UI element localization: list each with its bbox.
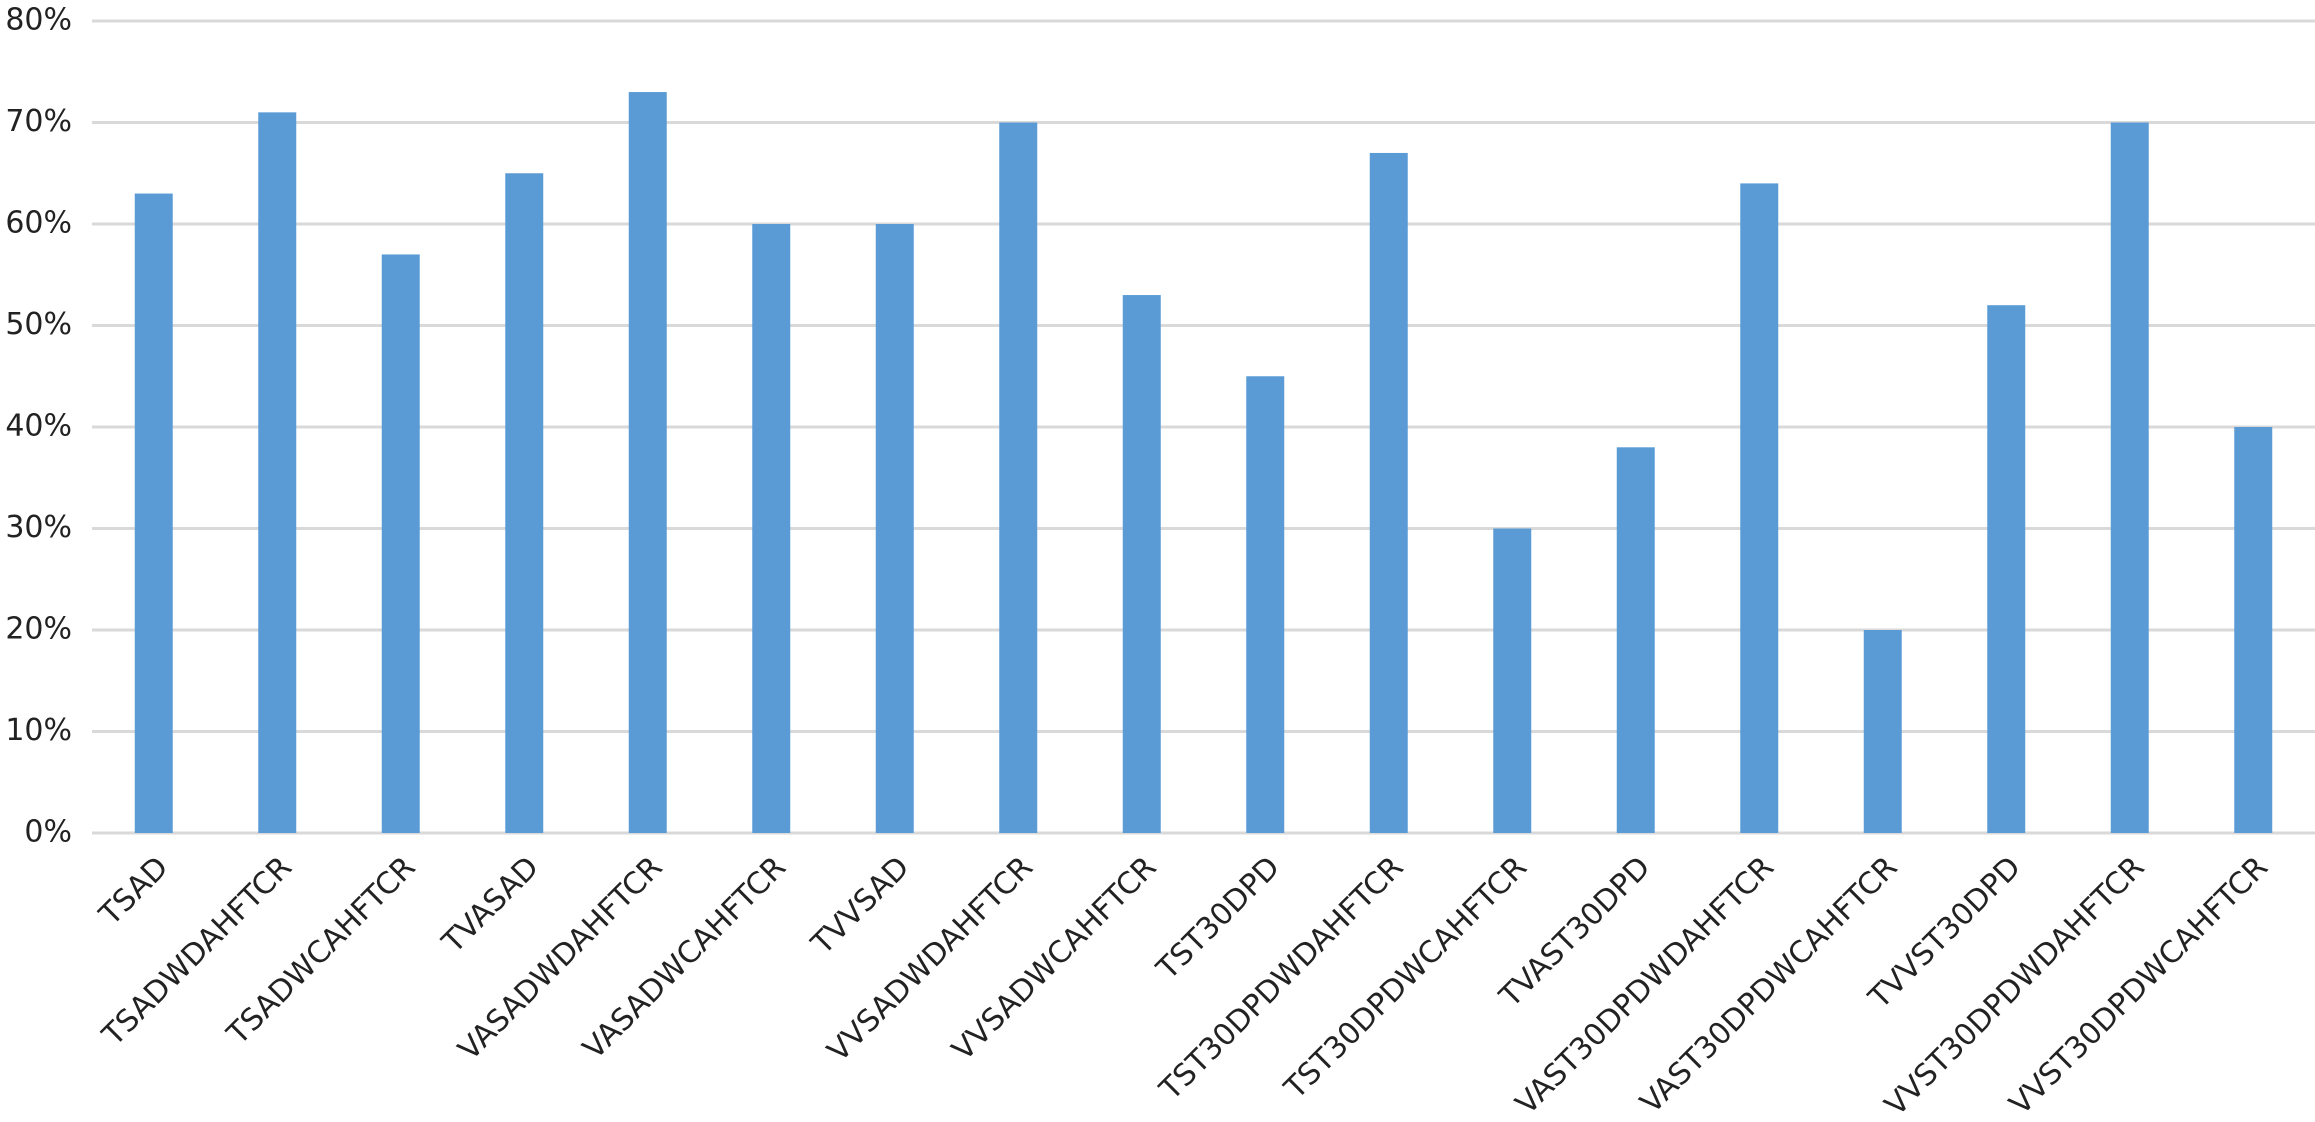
x-tick-label: TST30DPD [1150,850,1287,987]
bar [628,92,667,834]
bar [2234,427,2273,833]
x-tick-label: TVASAD [435,850,546,961]
bar [1369,152,1408,833]
bar [505,173,544,833]
x-tick-label: VVSADWCAHFTCR [946,850,1164,1068]
x-tick-label: VAST30DPDWDAHFTCR [1509,850,1781,1122]
bar [134,193,173,834]
bar [258,112,297,834]
y-tick-label: 70% [5,104,72,139]
y-tick-label: 40% [5,409,72,444]
y-tick-label: 30% [5,510,72,545]
bar [381,254,420,833]
bar [999,122,1038,833]
y-tick-label: 20% [5,612,72,647]
y-tick-label: 10% [5,713,72,748]
bar [1122,295,1161,833]
bar [1616,447,1655,833]
bar [1740,183,1779,833]
y-tick-label: 50% [5,307,72,342]
x-tick-label: TVVSAD [804,850,916,962]
y-tick-label: 0% [24,815,72,850]
x-tick-label: VAST30DPDWCAHFTCR [1634,850,1905,1121]
bar [1246,376,1285,833]
bar [1863,630,1902,833]
x-tick-label: TSAD [92,850,175,933]
bar [1987,305,2026,833]
y-tick-label: 80% [5,3,72,38]
bar [1493,528,1532,833]
x-tick-label: VVST30DPDWDAHFTCR [1878,850,2151,1122]
x-tick-label: TST30DPDWCAHFTCR [1277,850,1534,1107]
y-tick-label: 60% [5,206,72,241]
x-tick-label: TST30DPDWDAHFTCR [1153,850,1411,1108]
bar [875,224,914,833]
bar [2110,122,2149,833]
x-tick-label: VVST30DPDWCAHFTCR [2003,850,2275,1122]
x-tick-label: VASADWDAHFTCR [452,850,670,1068]
bar [752,224,791,833]
x-tick-label: VASADWCAHFTCR [576,850,792,1066]
x-tick-label: VVSADWDAHFTCR [821,850,1040,1069]
